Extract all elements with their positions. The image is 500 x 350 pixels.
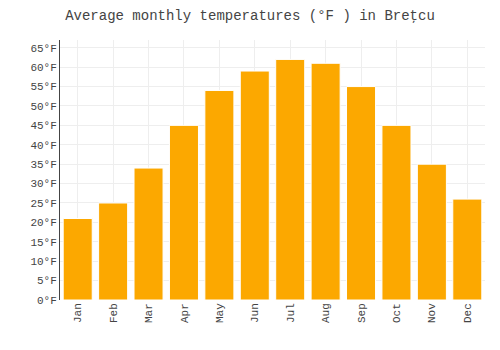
svg-text:Average monthly temperatures (: Average monthly temperatures (°F ) in Br… [65,8,435,24]
svg-text:25°F: 25°F [30,198,56,210]
svg-text:Jan: Jan [72,303,84,323]
svg-text:Oct: Oct [391,303,403,323]
svg-text:Feb: Feb [108,303,120,323]
svg-text:10°F: 10°F [30,256,56,268]
svg-text:60°F: 60°F [30,62,56,74]
svg-text:55°F: 55°F [30,81,56,93]
svg-text:Mar: Mar [143,303,155,323]
svg-text:Aug: Aug [320,303,332,323]
svg-text:Jun: Jun [249,303,261,323]
svg-text:35°F: 35°F [30,159,56,171]
svg-text:45°F: 45°F [30,120,56,132]
svg-text:40°F: 40°F [30,140,56,152]
svg-text:May: May [214,303,226,323]
svg-text:20°F: 20°F [30,217,56,229]
svg-text:Apr: Apr [179,303,191,323]
svg-text:0°F: 0°F [37,295,57,307]
svg-text:Sep: Sep [356,303,368,323]
svg-text:Dec: Dec [462,303,474,323]
svg-text:50°F: 50°F [30,101,56,113]
svg-text:65°F: 65°F [30,43,56,55]
svg-text:5°F: 5°F [37,275,57,287]
svg-text:Jul: Jul [285,303,297,323]
svg-text:Nov: Nov [426,303,438,323]
svg-text:15°F: 15°F [30,237,56,249]
svg-text:30°F: 30°F [30,178,56,190]
